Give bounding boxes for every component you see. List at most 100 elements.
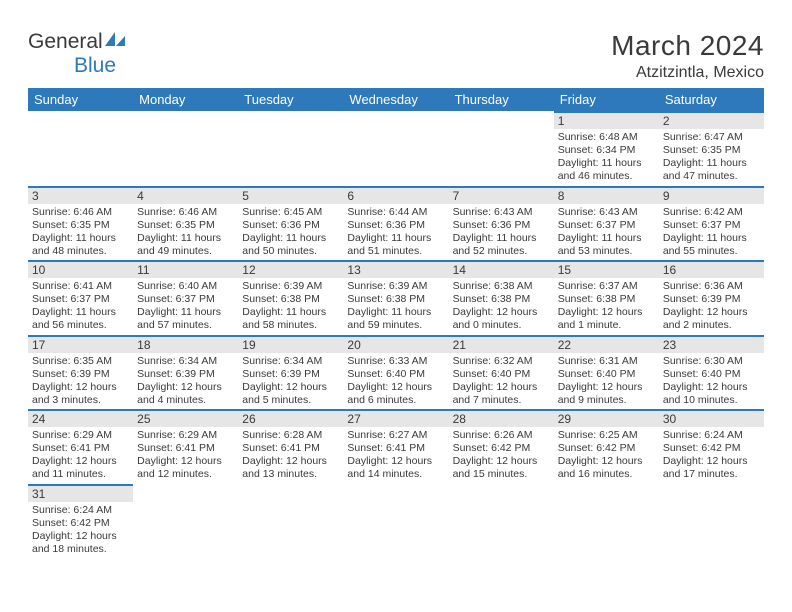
daylight-line: Daylight: 12 hours and 5 minutes. xyxy=(242,381,339,407)
sunrise-line: Sunrise: 6:29 AM xyxy=(32,429,129,442)
sunset-line: Sunset: 6:41 PM xyxy=(32,442,129,455)
daylight-line: Daylight: 11 hours and 51 minutes. xyxy=(347,232,444,258)
day-number: 15 xyxy=(554,260,659,278)
sunset-line: Sunset: 6:42 PM xyxy=(558,442,655,455)
calendar-week: 24Sunrise: 6:29 AMSunset: 6:41 PMDayligh… xyxy=(28,409,764,484)
sunset-line: Sunset: 6:37 PM xyxy=(137,293,234,306)
sunrise-line: Sunrise: 6:24 AM xyxy=(32,504,129,517)
sunset-line: Sunset: 6:38 PM xyxy=(242,293,339,306)
day-number: 26 xyxy=(238,409,343,427)
daylight-line: Daylight: 12 hours and 12 minutes. xyxy=(137,455,234,481)
calendar-cell: 20Sunrise: 6:33 AMSunset: 6:40 PMDayligh… xyxy=(343,335,448,410)
day-detail: Sunrise: 6:37 AMSunset: 6:38 PMDaylight:… xyxy=(554,278,659,335)
sunset-line: Sunset: 6:36 PM xyxy=(347,219,444,232)
day-number: 14 xyxy=(449,260,554,278)
sunset-line: Sunset: 6:41 PM xyxy=(242,442,339,455)
sunrise-line: Sunrise: 6:39 AM xyxy=(347,280,444,293)
daylight-line: Daylight: 12 hours and 0 minutes. xyxy=(453,306,550,332)
day-number: 9 xyxy=(659,186,764,204)
daylight-line: Daylight: 12 hours and 14 minutes. xyxy=(347,455,444,481)
calendar-cell xyxy=(449,484,554,559)
daylight-line: Daylight: 11 hours and 56 minutes. xyxy=(32,306,129,332)
calendar-cell: 13Sunrise: 6:39 AMSunset: 6:38 PMDayligh… xyxy=(343,260,448,335)
calendar-cell: 30Sunrise: 6:24 AMSunset: 6:42 PMDayligh… xyxy=(659,409,764,484)
sunset-line: Sunset: 6:38 PM xyxy=(558,293,655,306)
daylight-line: Daylight: 12 hours and 7 minutes. xyxy=(453,381,550,407)
calendar-cell: 28Sunrise: 6:26 AMSunset: 6:42 PMDayligh… xyxy=(449,409,554,484)
day-number: 25 xyxy=(133,409,238,427)
sunrise-line: Sunrise: 6:41 AM xyxy=(32,280,129,293)
day-number: 13 xyxy=(343,260,448,278)
calendar-cell: 21Sunrise: 6:32 AMSunset: 6:40 PMDayligh… xyxy=(449,335,554,410)
day-detail: Sunrise: 6:29 AMSunset: 6:41 PMDaylight:… xyxy=(133,427,238,484)
sunrise-line: Sunrise: 6:28 AM xyxy=(242,429,339,442)
daylight-line: Daylight: 12 hours and 3 minutes. xyxy=(32,381,129,407)
day-number: 5 xyxy=(238,186,343,204)
calendar-cell xyxy=(554,484,659,559)
day-detail: Sunrise: 6:38 AMSunset: 6:38 PMDaylight:… xyxy=(449,278,554,335)
daylight-line: Daylight: 11 hours and 48 minutes. xyxy=(32,232,129,258)
daylight-line: Daylight: 12 hours and 16 minutes. xyxy=(558,455,655,481)
day-detail: Sunrise: 6:33 AMSunset: 6:40 PMDaylight:… xyxy=(343,353,448,410)
day-detail: Sunrise: 6:41 AMSunset: 6:37 PMDaylight:… xyxy=(28,278,133,335)
sunrise-line: Sunrise: 6:29 AM xyxy=(137,429,234,442)
day-detail: Sunrise: 6:24 AMSunset: 6:42 PMDaylight:… xyxy=(659,427,764,484)
calendar-cell: 2Sunrise: 6:47 AMSunset: 6:35 PMDaylight… xyxy=(659,111,764,186)
calendar-week: 1Sunrise: 6:48 AMSunset: 6:34 PMDaylight… xyxy=(28,111,764,186)
sunrise-line: Sunrise: 6:30 AM xyxy=(663,355,760,368)
calendar-cell: 15Sunrise: 6:37 AMSunset: 6:38 PMDayligh… xyxy=(554,260,659,335)
sunset-line: Sunset: 6:37 PM xyxy=(663,219,760,232)
location-label: Atzitzintla, Mexico xyxy=(611,64,764,82)
sail-icon xyxy=(105,30,127,54)
day-number: 8 xyxy=(554,186,659,204)
day-detail: Sunrise: 6:44 AMSunset: 6:36 PMDaylight:… xyxy=(343,204,448,261)
day-header: Sunday xyxy=(28,88,133,111)
day-header-row: SundayMondayTuesdayWednesdayThursdayFrid… xyxy=(28,88,764,111)
day-number: 23 xyxy=(659,335,764,353)
calendar-cell: 19Sunrise: 6:34 AMSunset: 6:39 PMDayligh… xyxy=(238,335,343,410)
day-detail: Sunrise: 6:34 AMSunset: 6:39 PMDaylight:… xyxy=(133,353,238,410)
day-header: Thursday xyxy=(449,88,554,111)
daylight-line: Daylight: 11 hours and 57 minutes. xyxy=(137,306,234,332)
daylight-line: Daylight: 11 hours and 49 minutes. xyxy=(137,232,234,258)
sunset-line: Sunset: 6:38 PM xyxy=(453,293,550,306)
sunset-line: Sunset: 6:39 PM xyxy=(137,368,234,381)
daylight-line: Daylight: 11 hours and 52 minutes. xyxy=(453,232,550,258)
day-number: 1 xyxy=(554,111,659,129)
calendar-cell: 7Sunrise: 6:43 AMSunset: 6:36 PMDaylight… xyxy=(449,186,554,261)
calendar-week: 17Sunrise: 6:35 AMSunset: 6:39 PMDayligh… xyxy=(28,335,764,410)
calendar-cell xyxy=(133,484,238,559)
calendar-cell xyxy=(238,484,343,559)
day-detail: Sunrise: 6:47 AMSunset: 6:35 PMDaylight:… xyxy=(659,129,764,186)
sunset-line: Sunset: 6:36 PM xyxy=(453,219,550,232)
calendar-cell xyxy=(238,111,343,186)
calendar-cell: 5Sunrise: 6:45 AMSunset: 6:36 PMDaylight… xyxy=(238,186,343,261)
sunset-line: Sunset: 6:35 PM xyxy=(663,144,760,157)
calendar-cell: 23Sunrise: 6:30 AMSunset: 6:40 PMDayligh… xyxy=(659,335,764,410)
sunset-line: Sunset: 6:42 PM xyxy=(663,442,760,455)
calendar-cell: 24Sunrise: 6:29 AMSunset: 6:41 PMDayligh… xyxy=(28,409,133,484)
day-number: 10 xyxy=(28,260,133,278)
sunrise-line: Sunrise: 6:24 AM xyxy=(663,429,760,442)
calendar-week: 3Sunrise: 6:46 AMSunset: 6:35 PMDaylight… xyxy=(28,186,764,261)
daylight-line: Daylight: 12 hours and 17 minutes. xyxy=(663,455,760,481)
daylight-line: Daylight: 12 hours and 6 minutes. xyxy=(347,381,444,407)
day-detail: Sunrise: 6:35 AMSunset: 6:39 PMDaylight:… xyxy=(28,353,133,410)
day-detail: Sunrise: 6:48 AMSunset: 6:34 PMDaylight:… xyxy=(554,129,659,186)
sunrise-line: Sunrise: 6:25 AM xyxy=(558,429,655,442)
calendar-cell: 10Sunrise: 6:41 AMSunset: 6:37 PMDayligh… xyxy=(28,260,133,335)
sunrise-line: Sunrise: 6:35 AM xyxy=(32,355,129,368)
sunset-line: Sunset: 6:37 PM xyxy=(32,293,129,306)
day-number: 7 xyxy=(449,186,554,204)
day-number: 30 xyxy=(659,409,764,427)
calendar-cell xyxy=(343,111,448,186)
sunset-line: Sunset: 6:40 PM xyxy=(347,368,444,381)
day-number: 18 xyxy=(133,335,238,353)
day-detail: Sunrise: 6:42 AMSunset: 6:37 PMDaylight:… xyxy=(659,204,764,261)
day-detail: Sunrise: 6:43 AMSunset: 6:37 PMDaylight:… xyxy=(554,204,659,261)
daylight-line: Daylight: 12 hours and 10 minutes. xyxy=(663,381,760,407)
daylight-line: Daylight: 11 hours and 47 minutes. xyxy=(663,157,760,183)
calendar-cell: 4Sunrise: 6:46 AMSunset: 6:35 PMDaylight… xyxy=(133,186,238,261)
sunrise-line: Sunrise: 6:47 AM xyxy=(663,131,760,144)
calendar-cell: 12Sunrise: 6:39 AMSunset: 6:38 PMDayligh… xyxy=(238,260,343,335)
